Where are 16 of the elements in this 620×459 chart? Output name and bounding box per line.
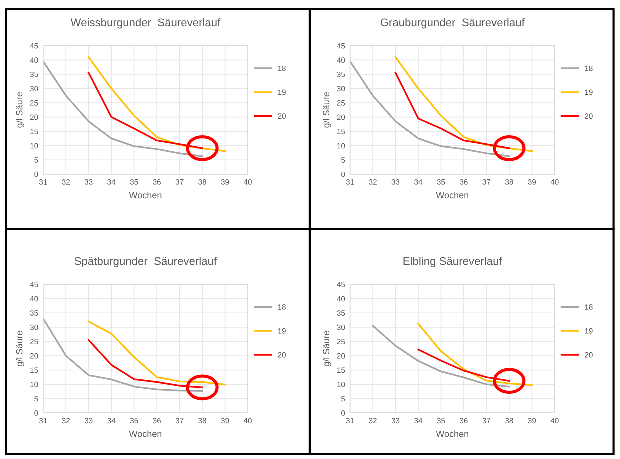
line-series bbox=[88, 320, 226, 386]
chart-title: Spätburgunder Säureverlauf bbox=[74, 257, 218, 268]
chart-title: Elbling Säureverlauf bbox=[404, 257, 502, 268]
y-axis-title: g/l Säure bbox=[322, 92, 332, 128]
chart-title: Weissburgunder Säureverlauf bbox=[70, 18, 221, 29]
x-axis-title: Wochen bbox=[129, 430, 162, 438]
y-axis-title: g/l Säure bbox=[16, 331, 24, 367]
line-series bbox=[88, 56, 226, 152]
line-series bbox=[418, 323, 533, 386]
y-axis-title: g/l Säure bbox=[16, 92, 24, 128]
y-axis-title: g/l Säure bbox=[322, 331, 332, 367]
x-axis-title: Wochen bbox=[129, 192, 162, 199]
x-axis-title: Wochen bbox=[436, 430, 468, 438]
chart-title: Grauburgunder Säureverlauf bbox=[380, 18, 525, 29]
line-series bbox=[394, 56, 533, 152]
x-axis-title: Wochen bbox=[436, 192, 468, 199]
